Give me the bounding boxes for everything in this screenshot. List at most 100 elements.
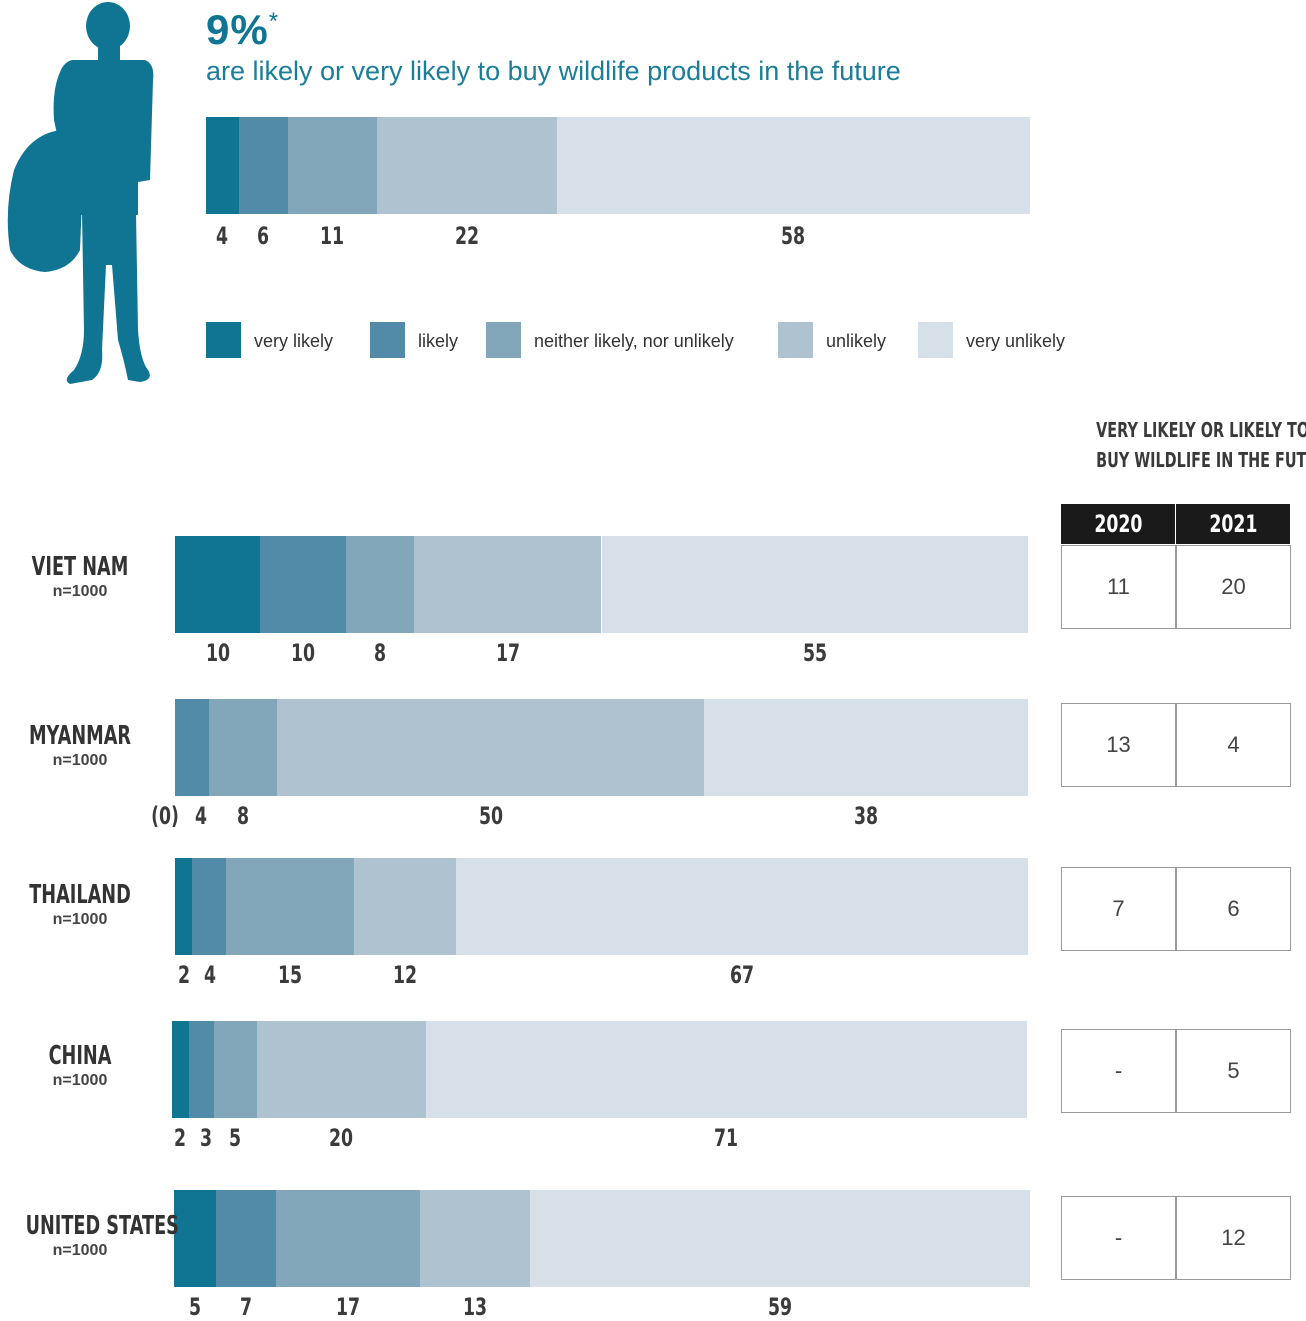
country-4-value-label: 71 (714, 1124, 739, 1152)
overall-value-label: 6 (257, 222, 270, 250)
country-3-segment-3 (226, 858, 355, 955)
headline-percent: 9% (206, 6, 269, 53)
overall-segment-1 (206, 117, 239, 214)
country-name: VIET NAM (31, 552, 129, 582)
country-name: MYANMAR (28, 721, 132, 751)
headline-marker: * (268, 8, 279, 35)
country-3-segment-4 (354, 858, 457, 955)
country-5-value-label: 59 (767, 1293, 792, 1321)
country-1-segment-2 (260, 536, 346, 633)
country-1-label: VIET NAM n=1000 (0, 552, 160, 602)
country-5-value-label: 13 (462, 1293, 487, 1321)
country-2-segment-4 (277, 699, 704, 796)
country-2-value-label: 8 (237, 802, 250, 830)
legend-swatch (206, 322, 241, 358)
person-silhouette-icon (7, 2, 154, 384)
legend-label: very unlikely (966, 331, 1066, 351)
country-3-stacked-bar (175, 858, 1028, 955)
legend-swatch (486, 322, 521, 358)
overall-value-label: 58 (781, 222, 806, 250)
country-5-label: UNITED STATES n=1000 (0, 1211, 179, 1261)
country-2-stacked-bar (175, 699, 1028, 796)
country-3-segment-5 (456, 858, 1028, 955)
country-3-value-label: 12 (393, 961, 418, 989)
country-5-segment-4 (419, 1190, 530, 1287)
country-4-value-label: 2 (174, 1124, 187, 1152)
country-2-segment-2 (175, 699, 210, 796)
country-2-value-label: 38 (853, 802, 878, 830)
country-1-2021-cell: 20 (1176, 545, 1291, 629)
country-2-value-label: (0) (151, 802, 179, 830)
country-5-segment-3 (275, 1190, 420, 1287)
country-5-value-label: 5 (189, 1293, 202, 1321)
country-3-value-label: 2 (177, 961, 190, 989)
legend-swatch (918, 322, 953, 358)
country-name: UNITED STATES (25, 1211, 179, 1241)
country-4-segment-4 (256, 1021, 426, 1118)
country-4-stacked-bar (172, 1021, 1027, 1118)
country-5-segment-1 (174, 1190, 217, 1287)
country-1-segment-5 (601, 536, 1028, 633)
country-5-2021-cell: 12 (1176, 1196, 1291, 1280)
country-4-2020-cell: - (1061, 1029, 1176, 1113)
country-1-value-label: 55 (802, 639, 827, 667)
country-3-segment-1 (175, 858, 193, 955)
country-3-value-label: 15 (278, 961, 303, 989)
headline: 9%* (206, 6, 278, 54)
country-4-value-label: 20 (329, 1124, 354, 1152)
legend-label: neither likely, nor unlikely (534, 331, 734, 351)
country-4-value-label: 5 (229, 1124, 242, 1152)
country-4-segment-5 (425, 1021, 1027, 1118)
legend-label: likely (418, 331, 459, 351)
overall-segment-2 (238, 117, 288, 214)
country-5-2020-cell: - (1061, 1196, 1176, 1280)
country-1-segment-3 (345, 536, 414, 633)
country-name: CHINA (48, 1041, 112, 1071)
table-title-line2: BUY WILDLIFE IN THE FUTURE (1096, 448, 1306, 472)
country-1-2020-cell: 11 (1061, 545, 1176, 629)
country-3-2020-cell: 7 (1061, 867, 1176, 951)
overall-segment-3 (287, 117, 378, 214)
overall-value-label: 4 (216, 222, 229, 250)
overall-segment-4 (377, 117, 557, 214)
country-3-value-label: 67 (730, 961, 755, 989)
overall-segment-5 (556, 117, 1030, 214)
country-5-segment-5 (529, 1190, 1030, 1287)
year-header-2021: 2021 (1176, 504, 1290, 544)
country-sample-size: n=1000 (52, 583, 108, 600)
country-2-2020-cell: 13 (1061, 703, 1176, 787)
country-4-segment-3 (214, 1021, 257, 1118)
overall-value-label: 22 (455, 222, 480, 250)
country-1-value-label: 10 (290, 639, 315, 667)
country-2-value-label: 4 (194, 802, 208, 830)
country-5-value-label: 7 (240, 1293, 253, 1321)
country-4-value-label: 3 (200, 1124, 213, 1152)
country-3-segment-2 (192, 858, 227, 955)
country-5-value-label: 17 (335, 1293, 360, 1321)
country-1-stacked-bar (175, 536, 1028, 633)
country-name: THAILAND (29, 880, 131, 910)
country-2-label: MYANMAR n=1000 (0, 721, 160, 771)
country-5-segment-2 (216, 1190, 276, 1287)
country-2-segment-5 (703, 699, 1028, 796)
legend-swatch (778, 322, 813, 358)
country-3-2021-cell: 6 (1176, 867, 1291, 951)
country-4-label: CHINA n=1000 (0, 1041, 160, 1091)
country-sample-size: n=1000 (52, 1072, 108, 1089)
country-2-segment-3 (209, 699, 278, 796)
legend-swatch (370, 322, 405, 358)
country-1-segment-1 (175, 536, 261, 633)
legend-label: very likely (254, 331, 334, 351)
country-4-2021-cell: 5 (1176, 1029, 1291, 1113)
overall-stacked-bar (206, 117, 1030, 214)
country-4-segment-1 (172, 1021, 189, 1118)
country-1-value-label: 17 (495, 639, 520, 667)
legend-label: unlikely (826, 331, 887, 351)
country-3-label: THAILAND n=1000 (0, 880, 160, 930)
country-5-stacked-bar (174, 1190, 1030, 1287)
country-1-value-label: 8 (373, 639, 386, 667)
overall-value-label: 11 (320, 222, 345, 250)
table-title-line1: VERY LIKELY OR LIKELY TO (1096, 418, 1306, 442)
country-2-2021-cell: 4 (1176, 703, 1291, 787)
country-2-value-label: 50 (478, 802, 503, 830)
